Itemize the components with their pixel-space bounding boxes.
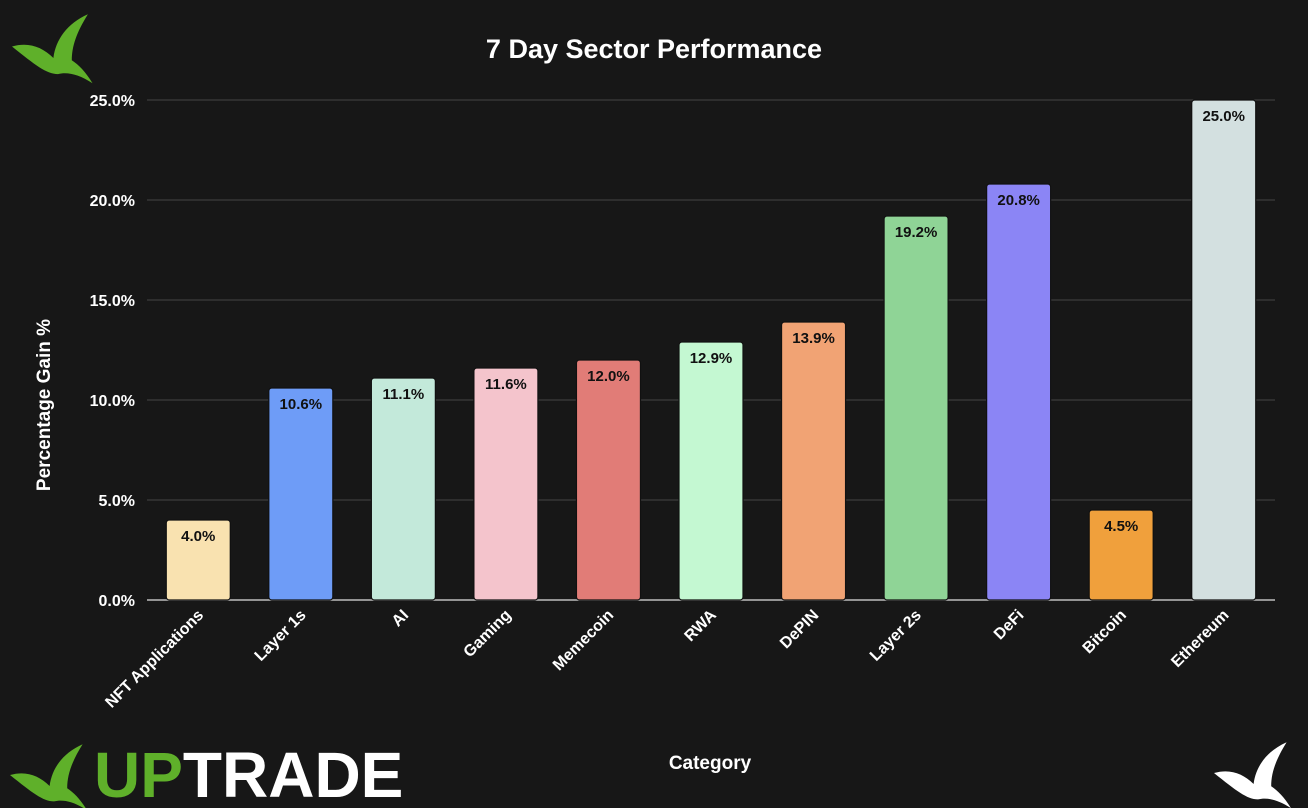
bar-ethereum xyxy=(1191,99,1257,601)
y-tick-label: 25.0% xyxy=(90,93,135,110)
x-tick-label: Memecoin xyxy=(550,607,617,674)
bar-nft-applications xyxy=(165,519,231,601)
data-label: 25.0% xyxy=(1202,108,1245,125)
data-label: 20.8% xyxy=(997,192,1040,209)
brand-wordmark: UPTRADE xyxy=(94,739,403,808)
x-tick-label: RWA xyxy=(682,606,721,645)
bird-logo-icon xyxy=(12,14,93,84)
x-tick-label: DeFi xyxy=(991,607,1028,644)
bar-defi xyxy=(986,183,1052,601)
data-label: 12.9% xyxy=(690,350,733,367)
y-axis-ticks: 0.0% 5.0% 10.0% 15.0% 20.0% 25.0% xyxy=(90,93,135,610)
x-axis-label: Category xyxy=(669,753,752,774)
white-bird-icon xyxy=(1214,742,1291,808)
y-tick-label: 5.0% xyxy=(99,493,135,510)
brand-bird-icon xyxy=(10,744,87,808)
x-tick-label: Bitcoin xyxy=(1080,607,1130,657)
bar-bitcoin xyxy=(1088,509,1154,601)
y-tick-label: 15.0% xyxy=(90,293,135,310)
data-labels: 4.0% 10.6% 11.1% 11.6% 12.0% 12.9% 13.9% 19.2% 2… xyxy=(181,108,1245,545)
chart-title: 7 Day Sector Performance xyxy=(486,34,822,64)
x-tick-label: NFT Applications xyxy=(102,607,207,712)
data-label: 11.1% xyxy=(383,386,425,403)
bar-layer-1s xyxy=(268,387,334,601)
bar-memecoin xyxy=(575,359,642,601)
y-tick-label: 20.0% xyxy=(90,193,135,210)
y-tick-label: 0.0% xyxy=(99,593,135,610)
data-label: 4.5% xyxy=(1104,518,1138,535)
brand-wordmark-trade: TRADE xyxy=(183,739,403,808)
bar-rwa xyxy=(678,341,744,601)
x-tick-label: Gaming xyxy=(461,607,515,661)
y-axis-label: Percentage Gain % xyxy=(34,319,55,491)
data-label: 11.6% xyxy=(485,376,527,393)
x-tick-label: AI xyxy=(389,607,412,630)
x-tick-label: Ethereum xyxy=(1168,607,1232,671)
bar-gaming xyxy=(473,367,539,601)
x-axis-ticks: NFT Applications Layer 1s AI Gaming Memecoin… xyxy=(102,606,1232,711)
x-tick-label: Layer 2s xyxy=(867,607,925,665)
y-tick-label: 10.0% xyxy=(90,393,135,410)
bar-layer-2s xyxy=(883,215,949,601)
data-label: 13.9% xyxy=(792,330,835,347)
data-label: 4.0% xyxy=(181,528,215,545)
data-label: 12.0% xyxy=(587,368,630,385)
x-tick-label: DePIN xyxy=(777,607,822,652)
data-label: 19.2% xyxy=(895,224,938,241)
data-label: 10.6% xyxy=(280,396,323,413)
bar-ai xyxy=(370,377,436,601)
brand-wordmark-up: UP xyxy=(94,739,183,808)
bar-depin xyxy=(780,321,847,601)
bars xyxy=(165,99,1257,601)
x-tick-label: Layer 1s xyxy=(252,607,310,665)
